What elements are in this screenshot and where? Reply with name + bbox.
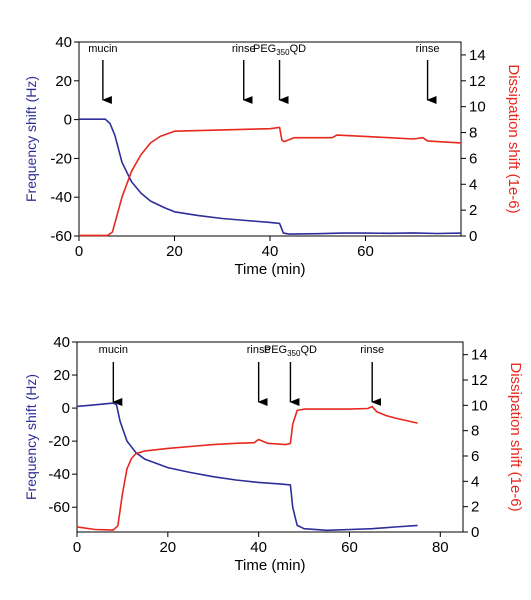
y-tick-label: -40	[48, 466, 70, 483]
x-tick-label: 40	[262, 243, 279, 260]
annotation-label: rinse	[247, 344, 271, 356]
y2-tick-label: 14	[471, 347, 488, 364]
annotation-label: PEG350QD	[264, 344, 317, 358]
x-tick-label: 20	[159, 539, 176, 556]
y2-tick-label: 6	[471, 448, 479, 465]
x-tick-label: 20	[166, 243, 183, 260]
y2-tick-label: 14	[469, 47, 486, 64]
plot-frame	[76, 341, 464, 533]
annotation-label: rinse	[360, 344, 384, 356]
x-tick-label: 0	[75, 243, 83, 260]
y-tick-label: 0	[64, 112, 72, 129]
y-tick-label: 20	[53, 367, 70, 384]
frequency-series-line	[76, 402, 418, 532]
annotation-label: mucin	[99, 344, 128, 356]
y2-tick-label: 10	[471, 397, 488, 414]
x-tick-label: 60	[357, 243, 374, 260]
y2-tick-label: 0	[471, 524, 479, 541]
y2-tick-label: 4	[469, 176, 477, 193]
y-axis-label: Frequency shift (Hz)	[23, 374, 39, 500]
y-tick-label: -60	[48, 499, 70, 516]
y2-tick-label: 0	[469, 228, 477, 245]
y-tick-label: 20	[55, 73, 72, 90]
frequency-series-line	[79, 118, 462, 235]
dissipation-series-line	[76, 405, 418, 531]
annotation-label: rinse	[232, 43, 256, 55]
annotation-label: mucin	[88, 43, 117, 55]
y2-tick-label: 2	[471, 499, 479, 516]
y2-tick-label: 12	[471, 372, 488, 389]
y2-axis-label: Dissipation shift (1e-6)	[507, 362, 524, 511]
y-axis-label: Frequency shift (Hz)	[23, 76, 39, 202]
x-axis-label: Time (min)	[234, 557, 305, 574]
y2-axis-label: Dissipation shift (1e-6)	[505, 64, 522, 213]
y-tick-label: -20	[50, 150, 72, 167]
y2-tick-label: 4	[471, 473, 479, 490]
annotation-label: PEG350QD	[253, 43, 306, 57]
y2-tick-label: 2	[469, 202, 477, 219]
dissipation-series-line	[79, 126, 462, 237]
y-tick-label: 40	[53, 334, 70, 351]
y-tick-label: -20	[48, 433, 70, 450]
x-tick-label: 60	[341, 539, 358, 556]
chart-top: 0 20 40 60 -60 -40 -20 0 20 40 0 2 4 6 8 10 12 14 Time (mi…	[23, 34, 522, 278]
y-tick-label: -60	[50, 228, 72, 245]
x-tick-label: 40	[250, 539, 267, 556]
chart-bottom: 0 20 40 60 80 -60 -40 -20 0 20 40 0 2 4 6 8 10 12 14 Time (…	[23, 334, 524, 574]
x-tick-label: 0	[73, 539, 81, 556]
y2-tick-label: 12	[469, 73, 486, 90]
x-tick-label: 80	[432, 539, 449, 556]
x-axis-label: Time (min)	[234, 261, 305, 278]
y-tick-label: 0	[62, 400, 70, 417]
y-tick-label: 40	[55, 34, 72, 51]
y2-tick-label: 6	[469, 150, 477, 167]
y2-tick-label: 8	[471, 423, 479, 440]
y2-tick-label: 10	[469, 99, 486, 116]
y2-tick-label: 8	[469, 125, 477, 142]
annotation-label: rinse	[416, 43, 440, 55]
y-tick-label: -40	[50, 189, 72, 206]
